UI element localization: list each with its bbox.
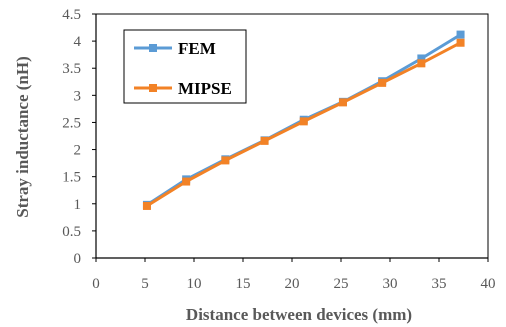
x-axis-title: Distance between devices (mm) [186, 305, 412, 324]
x-tick-label: 10 [187, 276, 202, 292]
y-tick-label: 0 [74, 251, 82, 267]
legend-marker-mipse [149, 84, 157, 92]
data-point-fem [456, 30, 465, 39]
data-point-mipse [456, 38, 465, 47]
y-tick-label: 4.5 [62, 7, 81, 23]
y-tick-label: 1.5 [62, 170, 81, 186]
x-tick-label: 35 [432, 276, 447, 292]
y-axis-title: Stray inductance (nH) [13, 56, 32, 218]
data-point-mipse [142, 201, 151, 210]
series-mipse [142, 38, 465, 210]
data-point-fem [417, 54, 426, 63]
x-tick-label: 5 [141, 276, 149, 292]
legend-label-fem: FEM [178, 39, 216, 58]
y-tick-label: 1 [74, 197, 82, 213]
x-tick-label: 25 [334, 276, 349, 292]
y-tick-label: 0.5 [62, 224, 81, 240]
y-tick-labels: 0 0.5 1 1.5 2 2.5 3 3.5 4 4.5 [62, 7, 81, 267]
y-tick-label: 3.5 [62, 61, 81, 77]
x-tick-label: 20 [285, 276, 300, 292]
data-point-mipse [182, 177, 191, 186]
y-tick-label: 3 [74, 88, 82, 104]
data-point-mipse [378, 78, 387, 87]
legend: FEM MIPSE [123, 29, 247, 104]
x-tick-label: 0 [92, 276, 100, 292]
data-point-mipse [260, 136, 269, 145]
legend-marker-fem [149, 44, 157, 52]
legend-box [123, 29, 247, 104]
x-tick-label: 15 [236, 276, 251, 292]
data-point-mipse [338, 98, 347, 107]
x-tick-label: 30 [383, 276, 398, 292]
chart-axes [92, 13, 489, 262]
data-point-mipse [221, 156, 230, 165]
x-tick-label: 40 [481, 276, 496, 292]
y-tick-label: 2 [74, 143, 82, 159]
data-point-mipse [417, 59, 426, 68]
y-tick-label: 4 [74, 34, 82, 50]
data-point-mipse [299, 117, 308, 126]
series-layer [142, 30, 465, 210]
legend-label-mipse: MIPSE [178, 79, 232, 98]
x-tick-labels: 0 5 10 15 20 25 30 35 40 [92, 276, 495, 292]
y-tick-label: 2.5 [62, 115, 81, 131]
